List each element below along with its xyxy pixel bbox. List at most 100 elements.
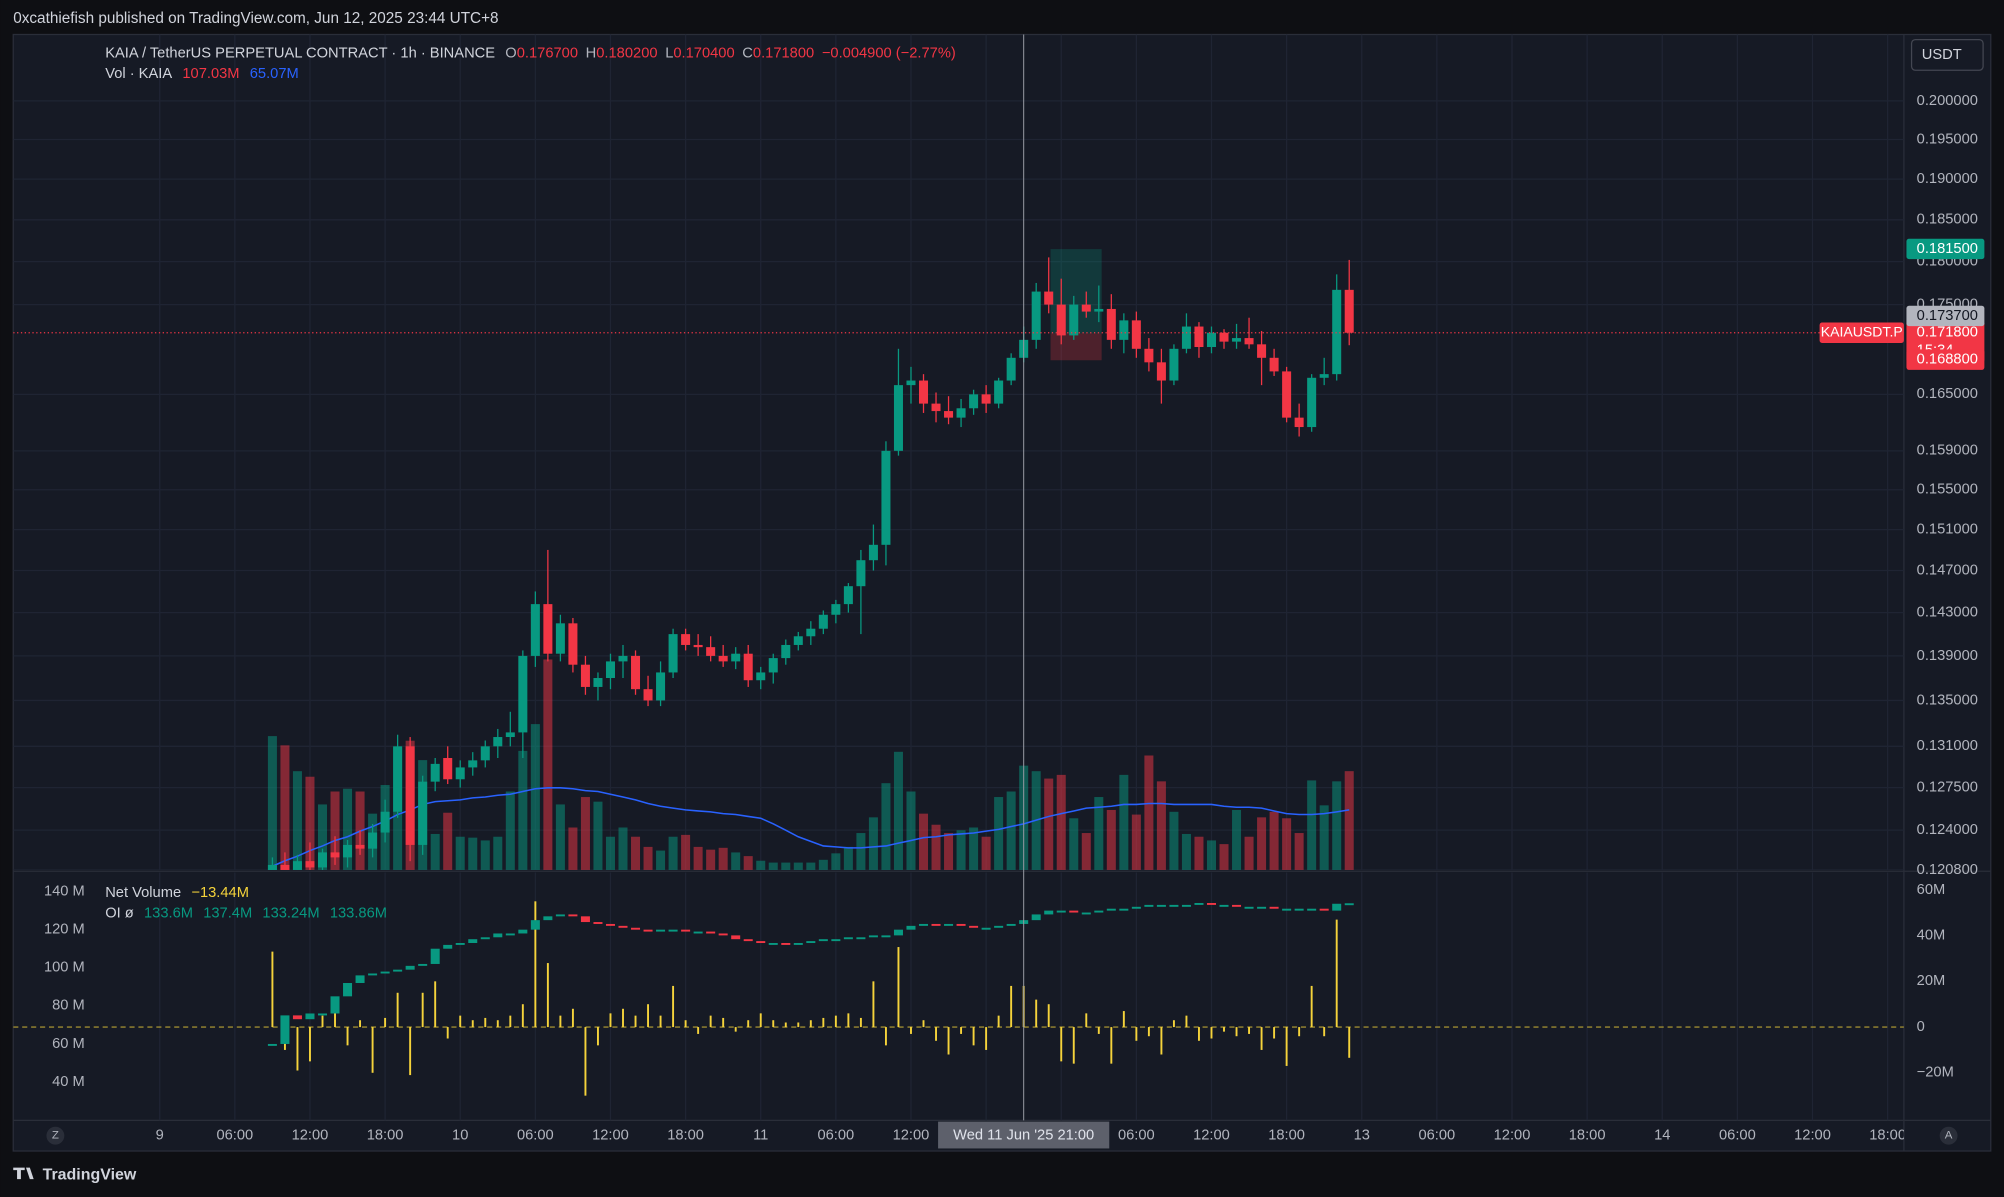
candle-body	[1044, 291, 1054, 305]
volume-bar	[1307, 780, 1317, 870]
oi-bar	[643, 929, 653, 932]
volume-bar	[1257, 817, 1267, 870]
candle-body	[1344, 289, 1354, 333]
net-volume-bar	[446, 1027, 449, 1039]
x-tick-label: 18:00	[367, 1128, 404, 1144]
volume-bar	[781, 862, 791, 870]
oi-bar	[1344, 903, 1354, 906]
y-tick-label: 0.159000	[1917, 443, 1978, 459]
volume-bar	[330, 791, 340, 870]
oi-bar	[1219, 904, 1229, 907]
candle-body	[1282, 371, 1292, 418]
volume-bar	[856, 833, 866, 870]
volume-bar	[756, 860, 766, 870]
net-volume-bar	[1310, 985, 1313, 1028]
oi-bar	[1319, 908, 1329, 911]
volume-bar	[518, 750, 528, 870]
net-volume-bar	[672, 985, 675, 1028]
volume-ma-line	[272, 787, 1350, 867]
x-tick-label: 9	[156, 1128, 164, 1144]
candle-body	[305, 861, 315, 868]
oi-bar	[317, 1013, 328, 1016]
oi-bar	[393, 969, 403, 972]
volume-bar	[944, 833, 954, 870]
candle-body	[1269, 357, 1279, 372]
x-tick-label: 06:00	[817, 1128, 854, 1144]
candle-body	[693, 644, 703, 648]
oi-bar	[856, 937, 866, 940]
oi-bar	[1069, 910, 1079, 913]
volume-bar	[1181, 833, 1191, 870]
volume-bar	[1294, 833, 1304, 870]
lower-pane	[13, 901, 1904, 1096]
volume-bar	[480, 840, 490, 870]
corner-button[interactable]	[1939, 1126, 1958, 1145]
volume-bar	[831, 853, 841, 870]
volume-bar	[994, 797, 1004, 870]
candle-body	[568, 623, 578, 665]
candle-body	[906, 380, 916, 386]
candle-body	[1156, 362, 1166, 381]
candle-body	[267, 864, 277, 870]
candle-body	[1144, 348, 1154, 363]
y-tick-label: 0.135000	[1917, 692, 1978, 708]
oi-bar	[1119, 908, 1129, 911]
x-tick-label: 18:00	[1268, 1128, 1305, 1144]
oi-bar	[530, 920, 540, 930]
volume-bar	[1156, 781, 1166, 870]
net-volume-bar	[1260, 1027, 1263, 1050]
net-volume-bar	[296, 1027, 299, 1071]
net-volume-bar	[922, 1020, 925, 1028]
volume-bar	[455, 836, 465, 870]
net-volume-label: Net Volume	[105, 885, 181, 901]
price-tag-label: 0.168800	[1917, 351, 1978, 367]
volume-bar	[631, 836, 641, 870]
candle-body	[631, 655, 641, 690]
currency-button[interactable]	[1910, 38, 1984, 71]
oi-bar	[731, 935, 741, 940]
candle-body	[1332, 289, 1342, 375]
candle-body	[580, 664, 590, 687]
net-volume-bar	[384, 1017, 387, 1028]
candle-body	[1181, 326, 1191, 349]
oi-bar	[831, 939, 841, 942]
volume-bar	[1144, 755, 1154, 870]
net-volume-bar	[471, 1020, 474, 1028]
x-tick-label: 12:00	[893, 1128, 930, 1144]
currency-label[interactable]: USDT	[1922, 47, 1962, 63]
y-tick-label: 0.165000	[1917, 386, 1978, 402]
volume-bar	[1044, 778, 1054, 870]
current-price: 0.171800	[1917, 325, 1978, 341]
oi-high: 137.4M	[203, 905, 252, 921]
corner-label[interactable]: Z	[52, 1130, 59, 1142]
candle-body	[317, 852, 328, 868]
candle-body	[418, 781, 428, 845]
oi-bar	[956, 923, 966, 926]
corner-button[interactable]	[46, 1126, 65, 1145]
oi-bar	[568, 914, 578, 917]
net-volume-bar	[597, 1027, 599, 1046]
x-tick-label: 06:00	[216, 1128, 253, 1144]
volume-bar	[267, 736, 277, 870]
y-tick-label: 0.147000	[1917, 562, 1978, 578]
oi-tick-label: 100 M	[44, 960, 85, 976]
oi-bar	[1106, 908, 1116, 911]
x-tick-label: 14	[1654, 1128, 1670, 1144]
net-volume-bar	[1122, 1011, 1125, 1028]
x-tick-label: 12:00	[1193, 1128, 1230, 1144]
crosshair-label: Wed 11 Jun '25 21:00	[953, 1128, 1094, 1144]
net-volume-bar	[409, 1027, 412, 1076]
volume-bar	[1006, 791, 1016, 870]
net-volume-bar	[396, 992, 399, 1028]
net-volume-bar	[897, 947, 900, 1028]
candle-body	[918, 380, 929, 404]
corner-label[interactable]: A	[1945, 1130, 1953, 1142]
volume-bar	[806, 862, 816, 870]
oi-bar	[906, 925, 916, 930]
candle-body	[1244, 338, 1254, 345]
candle-body	[292, 861, 302, 870]
volume-bar	[1169, 811, 1179, 870]
x-tick-label: 06:00	[1418, 1128, 1455, 1144]
volume-bar	[618, 827, 628, 870]
y-tick-label: 0.120800	[1917, 862, 1978, 878]
